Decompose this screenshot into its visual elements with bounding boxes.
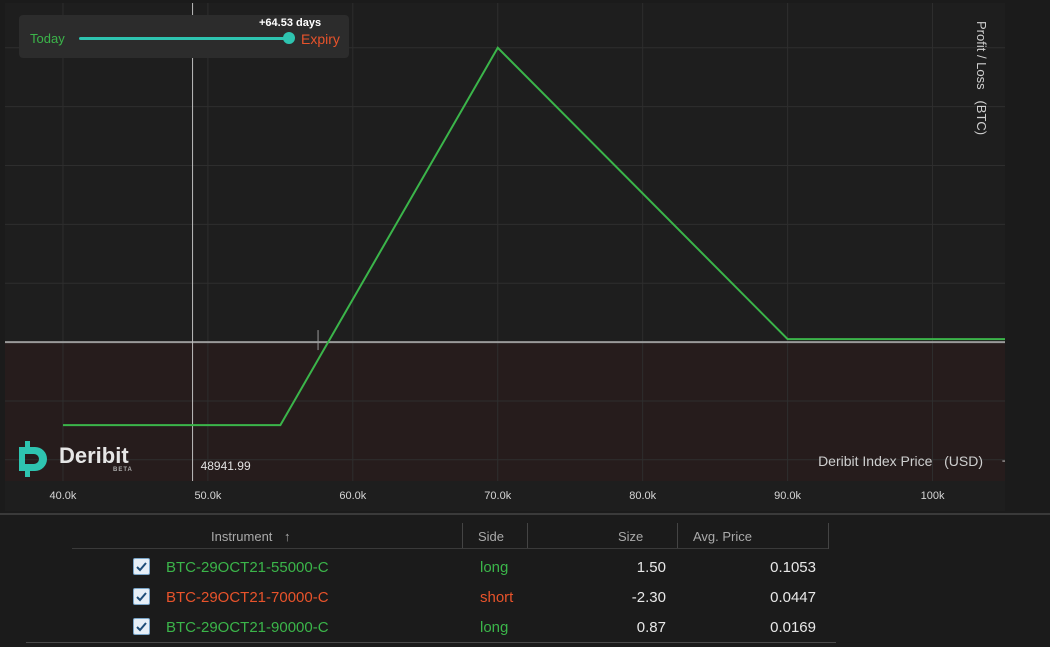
deribit-logo-icon xyxy=(19,441,47,477)
column-divider xyxy=(462,523,463,549)
payoff-line xyxy=(62,46,1005,427)
x-tick-label: 80.0k xyxy=(629,490,656,502)
index-price-label: 48941.99 xyxy=(201,459,251,473)
panel-separator xyxy=(0,513,1050,515)
positions-table: Instrument ↑ Side Size Avg. Price BTC-29… xyxy=(0,515,1050,647)
time-to-expiry-control[interactable]: Today +64.53 days Expiry xyxy=(19,15,349,58)
avg-price-value: 0.0169 xyxy=(770,619,816,636)
row-checkbox[interactable] xyxy=(133,558,150,575)
header-instrument[interactable]: Instrument ↑ xyxy=(211,529,291,544)
header-size[interactable]: Size xyxy=(618,529,644,544)
logo-beta-badge: BETA xyxy=(113,467,133,473)
column-divider xyxy=(828,523,829,549)
y-tick-label: -100m xyxy=(1002,455,1005,467)
checkbox-checked-icon xyxy=(136,592,147,602)
row-checkbox[interactable] xyxy=(133,618,150,635)
table-row[interactable]: BTC-29OCT21-90000-C long 0.87 0.0169 xyxy=(0,616,1050,646)
size-value: 1.50 xyxy=(636,559,666,576)
side-value: long xyxy=(480,559,509,576)
instrument-link[interactable]: BTC-29OCT21-55000-C xyxy=(166,559,329,576)
x-tick-label: 60.0k xyxy=(339,490,366,502)
column-divider xyxy=(677,523,678,549)
days-to-expiry-label: +64.53 days xyxy=(259,17,322,29)
checkbox-checked-icon xyxy=(136,562,147,572)
logo-wordmark: Deribit xyxy=(59,443,129,468)
checkbox-checked-icon xyxy=(136,622,147,632)
instrument-link[interactable]: BTC-29OCT21-70000-C xyxy=(166,589,329,606)
header-avg-price[interactable]: Avg. Price xyxy=(693,529,753,544)
x-axis-label: Deribit Index Price (USD) xyxy=(818,453,983,469)
sort-ascending-icon[interactable]: ↑ xyxy=(284,529,291,544)
side-value: long xyxy=(480,619,509,636)
deribit-logo: Deribit BETA xyxy=(17,441,137,477)
row-checkbox[interactable] xyxy=(133,588,150,605)
avg-price-value: 0.0447 xyxy=(770,589,816,606)
side-value: short xyxy=(480,589,514,606)
size-value: -2.30 xyxy=(631,589,666,606)
x-tick-label: 90.0k xyxy=(774,490,801,502)
table-row[interactable]: BTC-29OCT21-55000-C long 1.50 0.1053 xyxy=(0,556,1050,586)
x-tick-label: 100k xyxy=(921,490,945,502)
header-side[interactable]: Side xyxy=(478,529,505,544)
instrument-link[interactable]: BTC-29OCT21-90000-C xyxy=(166,619,329,636)
x-tick-label: 70.0k xyxy=(484,490,511,502)
table-bottom-border xyxy=(26,642,836,643)
size-value: 0.87 xyxy=(636,619,666,636)
y-axis-label: Profit / Loss (BTC) xyxy=(974,21,989,135)
header-divider xyxy=(72,548,828,549)
expiry-label[interactable]: Expiry xyxy=(301,31,340,47)
avg-price-value: 0.1053 xyxy=(770,559,816,576)
table-row[interactable]: BTC-29OCT21-70000-C short -2.30 0.0447 xyxy=(0,586,1050,616)
column-divider xyxy=(527,523,528,549)
loss-zone xyxy=(5,342,1005,481)
x-tick-label: 50.0k xyxy=(194,490,221,502)
time-slider-track[interactable] xyxy=(79,37,289,40)
x-tick-label: 40.0k xyxy=(50,490,77,502)
today-label[interactable]: Today xyxy=(30,31,65,46)
time-slider-thumb[interactable] xyxy=(283,32,295,44)
